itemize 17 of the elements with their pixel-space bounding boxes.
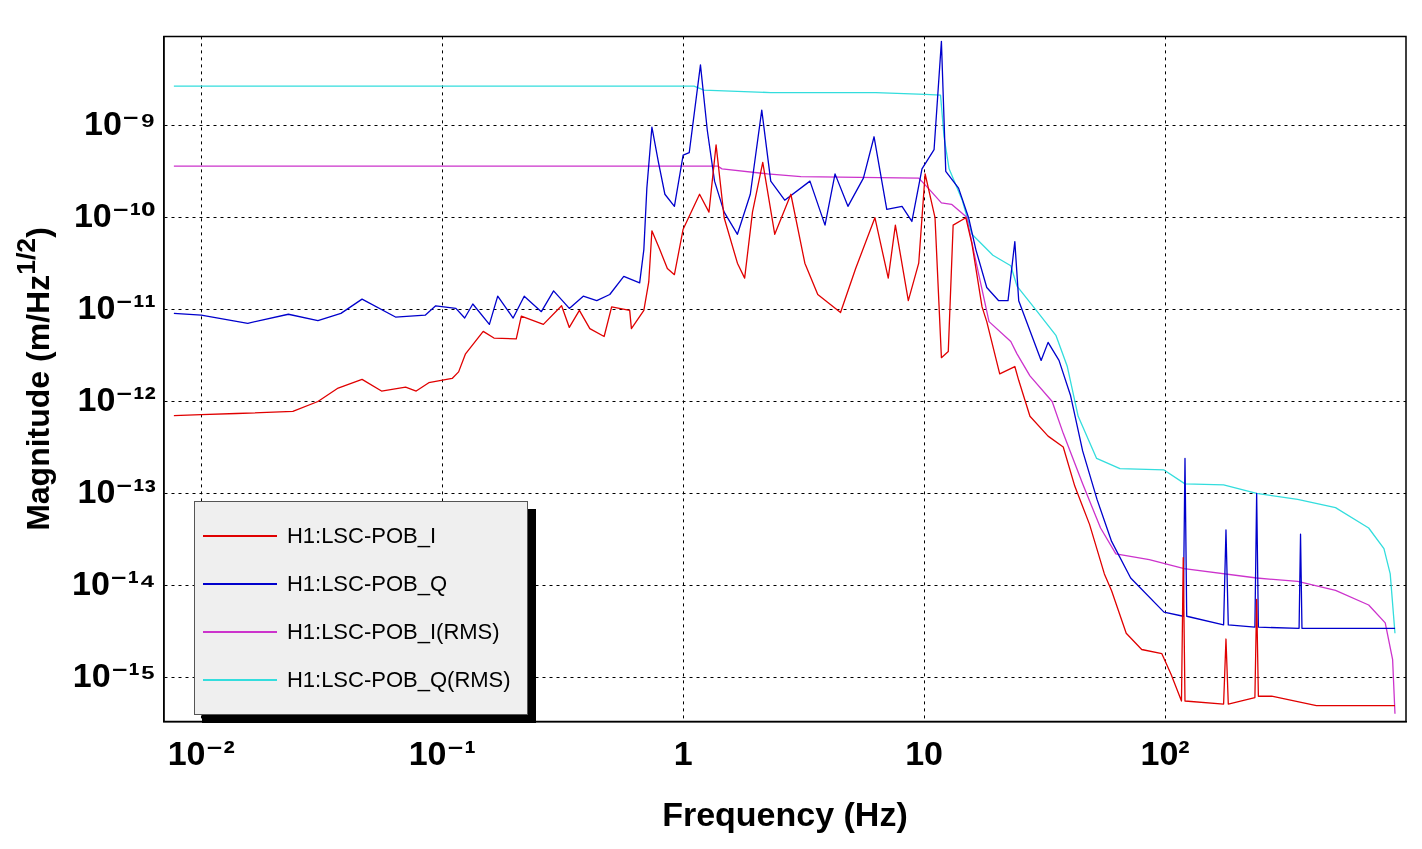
legend-label: H1:LSC-POB_Q(RMS) — [286, 667, 511, 694]
x-tick-label: 10⁻² — [167, 734, 235, 773]
x-tick-label: 1 — [673, 734, 693, 773]
y-tick-label: 10⁻⁹ — [84, 104, 156, 143]
y-tick-label: 10⁻¹⁵ — [72, 655, 156, 694]
y-tick-label: 10⁻¹³ — [77, 471, 156, 510]
x-axis-title: Frequency (Hz) — [662, 794, 908, 833]
y-tick-label: 10⁻¹² — [77, 379, 156, 418]
legend-label: H1:LSC-POB_Q — [286, 571, 448, 598]
x-tick-label: 10⁻¹ — [408, 734, 476, 773]
y-tick-label: 10⁻¹¹ — [77, 287, 156, 326]
y-tick-label: 10⁻¹⁰ — [73, 196, 156, 235]
x-tick-label: 10² — [1140, 734, 1190, 773]
y-tick-label: 10⁻¹⁴ — [72, 563, 156, 602]
legend-label: H1:LSC-POB_I(RMS) — [286, 619, 500, 646]
x-tick-label: 10 — [905, 734, 944, 773]
legend-label: H1:LSC-POB_I — [286, 523, 437, 550]
